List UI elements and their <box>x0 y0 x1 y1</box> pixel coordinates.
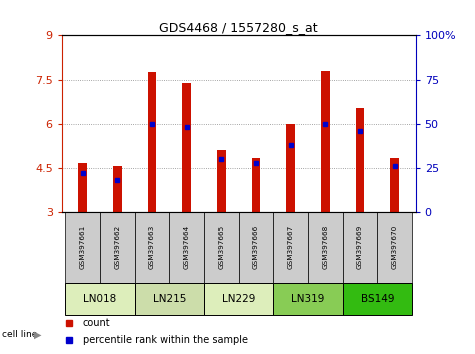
Text: GSM397663: GSM397663 <box>149 225 155 269</box>
Bar <box>204 283 274 315</box>
Text: GSM397666: GSM397666 <box>253 225 259 269</box>
Bar <box>321 71 330 212</box>
Bar <box>274 283 343 315</box>
Text: GSM397668: GSM397668 <box>323 225 328 269</box>
Title: GDS4468 / 1557280_s_at: GDS4468 / 1557280_s_at <box>160 21 318 34</box>
Bar <box>169 212 204 283</box>
Text: ▶: ▶ <box>34 330 42 339</box>
Text: BS149: BS149 <box>361 294 394 304</box>
Bar <box>343 212 378 283</box>
Bar <box>204 212 238 283</box>
Bar <box>286 124 295 212</box>
Text: LN319: LN319 <box>291 294 325 304</box>
Text: GSM397669: GSM397669 <box>357 225 363 269</box>
Bar <box>390 158 399 212</box>
Text: LN229: LN229 <box>222 294 256 304</box>
Text: GSM397670: GSM397670 <box>392 225 398 269</box>
Bar <box>134 283 204 315</box>
Text: GSM397662: GSM397662 <box>114 225 120 269</box>
Bar <box>274 212 308 283</box>
Text: LN215: LN215 <box>152 294 186 304</box>
Text: percentile rank within the sample: percentile rank within the sample <box>83 336 248 346</box>
Text: GSM397667: GSM397667 <box>288 225 294 269</box>
Text: GSM397665: GSM397665 <box>218 225 224 269</box>
Bar <box>78 164 87 212</box>
Bar <box>113 166 122 212</box>
Bar <box>378 212 412 283</box>
Bar <box>343 283 412 315</box>
Text: GSM397664: GSM397664 <box>184 225 190 269</box>
Text: LN018: LN018 <box>83 294 116 304</box>
Bar <box>148 72 156 212</box>
Bar <box>217 150 226 212</box>
Bar <box>100 212 134 283</box>
Bar <box>252 158 260 212</box>
Text: GSM397661: GSM397661 <box>80 225 86 269</box>
Bar <box>134 212 169 283</box>
Bar <box>356 108 364 212</box>
Bar <box>238 212 274 283</box>
Text: cell line: cell line <box>2 330 38 339</box>
Text: count: count <box>83 318 111 328</box>
Bar <box>65 212 100 283</box>
Bar <box>182 82 191 212</box>
Bar <box>65 283 134 315</box>
Bar <box>308 212 343 283</box>
